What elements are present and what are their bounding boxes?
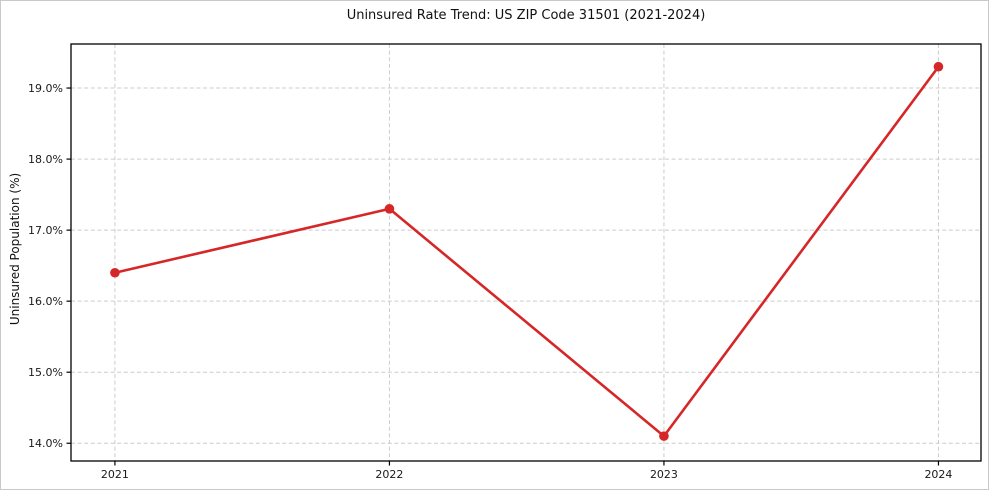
plot-border — [70, 43, 982, 462]
y-tick-label: 14.0% — [28, 437, 63, 450]
x-tick-label: 2021 — [101, 468, 129, 481]
data-point-2021 — [110, 267, 120, 278]
trend-line — [113, 65, 940, 438]
data-point-2024 — [933, 61, 944, 72]
x-tick-label: 2023 — [650, 468, 678, 481]
x-tick-label: 2022 — [375, 468, 403, 481]
x-tick-label: 2024 — [924, 468, 952, 481]
y-tick-label: 15.0% — [28, 366, 63, 379]
y-tick-label: 19.0% — [28, 82, 63, 95]
y-tick-label: 16.0% — [28, 295, 63, 308]
data-point-2023 — [659, 431, 669, 441]
chart-title: Uninsured Rate Trend: US ZIP Code 31501 … — [346, 8, 706, 23]
y-tick-label: 18.0% — [28, 153, 63, 166]
y-tick-label: 17.0% — [28, 224, 63, 237]
data-point-2022 — [384, 204, 395, 214]
